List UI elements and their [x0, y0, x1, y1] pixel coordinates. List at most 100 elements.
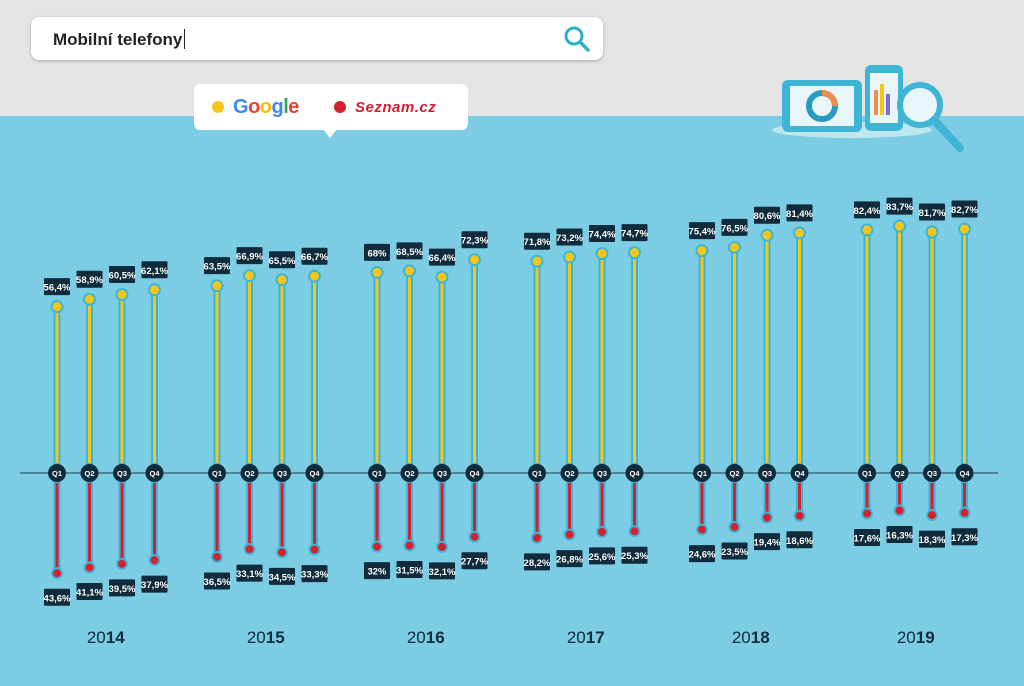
- seznam-point-2017-q4: [628, 525, 641, 538]
- google-value-label-2016-q4: 72,3%: [461, 236, 488, 247]
- google-value-label-2015-q1-bg: [204, 257, 230, 275]
- google-value-label-2014-q4-bg: [141, 261, 168, 279]
- quarter-marker-2017-q3: [593, 464, 611, 482]
- legend-item-google: Google: [212, 94, 299, 120]
- quarter-marker-2019-q4: [955, 464, 974, 482]
- google-point-2019-q1: [860, 223, 874, 237]
- google-value-label-2017-q2: 73,2%: [556, 233, 583, 244]
- google-value-label-2017-q2-bg: [556, 228, 583, 246]
- google-point-2016-q2: [403, 264, 416, 278]
- seznam-value-label-2016-q2-bg: [396, 560, 423, 578]
- seznam-point-2017-q1: [531, 531, 543, 544]
- seznam-value-label-2014-q1: 43,6%: [44, 593, 71, 604]
- google-value-label-2014-q4: 62,1%: [141, 266, 168, 277]
- google-point-2019-q3: [925, 225, 939, 239]
- google-value-label-2016-q3-bg: [429, 248, 455, 266]
- seznam-value-label-2015-q3-bg: [269, 567, 295, 585]
- quarter-label-2017-q1: Q1: [532, 469, 542, 478]
- google-point-2017-q3: [595, 247, 609, 261]
- seznam-point-2015-q3: [276, 546, 288, 559]
- google-point-2018-q4: [793, 226, 806, 240]
- seznam-value-label-2017-q4-bg: [621, 546, 648, 564]
- seznam-value-label-2018-q3: 19,4%: [754, 538, 781, 549]
- quarter-label-2019-q3: Q3: [927, 469, 937, 478]
- google-value-label-2018-q2-bg: [721, 218, 748, 236]
- seznam-value-label-2018-q4: 18,6%: [786, 536, 813, 547]
- seznam-point-2015-q1: [211, 550, 223, 563]
- year-label-2014: 2014: [87, 628, 125, 647]
- seznam-value-label-2017-q2: 26,8%: [556, 555, 583, 566]
- quarter-label-2019-q2: Q2: [894, 469, 904, 478]
- quarter-label-2018-q2: Q2: [729, 469, 739, 478]
- google-value-label-2019-q2: 83,7%: [886, 202, 913, 213]
- quarter-label-2015-q2: Q2: [244, 469, 254, 478]
- google-point-2019-q4: [958, 222, 971, 236]
- google-value-label-2016-q1: 68%: [367, 248, 387, 259]
- quarter-marker-2016-q1: [368, 464, 386, 482]
- google-point-2015-q3: [275, 273, 289, 287]
- google-value-label-2019-q1: 82,4%: [854, 206, 881, 217]
- quarter-label-2017-q2: Q2: [564, 469, 574, 478]
- seznam-point-2016-q4: [468, 530, 481, 543]
- quarter-marker-2018-q2: [725, 464, 744, 482]
- quarter-label-2018-q4: Q4: [794, 469, 805, 478]
- google-value-label-2016-q4-bg: [461, 231, 488, 249]
- seznam-value-label-2018-q3-bg: [754, 533, 780, 551]
- seznam-point-2018-q3: [761, 511, 773, 524]
- seznam-value-label-2015-q2: 33,1%: [236, 569, 263, 580]
- google-value-label-2015-q3: 65,5%: [269, 256, 296, 267]
- quarter-marker-2019-q2: [890, 464, 909, 482]
- seznam-value-label-2016-q3-bg: [429, 562, 455, 580]
- google-value-label-2018-q3-bg: [754, 206, 780, 224]
- google-value-label-2017-q1-bg: [524, 232, 550, 250]
- quarter-label-2016-q3: Q3: [437, 469, 447, 478]
- search-icon[interactable]: [563, 25, 591, 53]
- seznam-value-label-2016-q2: 31,5%: [396, 565, 423, 576]
- google-logo: Google: [233, 95, 299, 118]
- google-value-label-2018-q3: 80,6%: [754, 211, 781, 222]
- seznam-value-label-2019-q1-bg: [854, 528, 880, 546]
- quarter-label-2014-q1: Q1: [52, 469, 62, 478]
- search-input[interactable]: Mobilní telefony: [53, 29, 186, 50]
- quarter-marker-2015-q2: [240, 464, 259, 482]
- google-value-label-2017-q4: 74,7%: [621, 229, 648, 240]
- seznam-value-label-2014-q1-bg: [44, 588, 70, 606]
- seznam-value-label-2015-q4-bg: [301, 565, 328, 583]
- quarter-marker-2014-q1: [48, 464, 66, 482]
- google-value-label-2019-q4-bg: [951, 200, 978, 218]
- quarter-marker-2014-q4: [145, 464, 164, 482]
- quarter-marker-2016-q4: [465, 464, 484, 482]
- google-value-label-2014-q2: 58,9%: [76, 275, 103, 286]
- year-label-2017: 2017: [567, 628, 605, 647]
- quarter-marker-2018-q4: [790, 464, 809, 482]
- seznam-value-label-2019-q3: 18,3%: [919, 535, 946, 546]
- google-point-2014-q4: [148, 283, 161, 297]
- google-point-2018-q3: [760, 228, 774, 242]
- seznam-point-2017-q3: [596, 525, 608, 538]
- quarter-label-2014-q2: Q2: [84, 469, 94, 478]
- seznam-logo: Seznam.cz: [355, 98, 437, 116]
- google-value-label-2016-q1-bg: [364, 243, 390, 261]
- quarter-marker-2016-q2: [400, 464, 419, 482]
- quarter-marker-2014-q3: [113, 464, 131, 482]
- google-value-label-2016-q2: 68,5%: [396, 247, 423, 258]
- google-point-2016-q4: [468, 253, 481, 267]
- seznam-value-label-2016-q4: 27,7%: [461, 557, 488, 568]
- google-value-label-2017-q1: 71,8%: [524, 237, 551, 248]
- google-value-label-2019-q2-bg: [886, 197, 913, 215]
- quarter-label-2015-q3: Q3: [277, 469, 287, 478]
- google-value-label-2014-q1: 56,4%: [44, 283, 71, 294]
- search-bar[interactable]: Mobilní telefony: [31, 17, 603, 60]
- seznam-point-2016-q3: [436, 540, 448, 553]
- quarter-marker-2017-q1: [528, 464, 546, 482]
- seznam-point-2015-q4: [308, 543, 321, 556]
- google-value-label-2018-q4-bg: [786, 204, 813, 222]
- seznam-value-label-2018-q1-bg: [689, 545, 715, 563]
- google-value-label-2019-q4: 82,7%: [951, 205, 978, 216]
- google-point-2017-q4: [628, 246, 641, 260]
- seznam-value-label-2014-q4: 37,9%: [141, 580, 168, 591]
- google-value-label-2015-q2: 66,9%: [236, 252, 263, 263]
- seznam-value-label-2017-q1: 28,2%: [524, 558, 551, 569]
- quarter-label-2019-q1: Q1: [862, 469, 872, 478]
- seznam-point-2015-q2: [243, 543, 256, 556]
